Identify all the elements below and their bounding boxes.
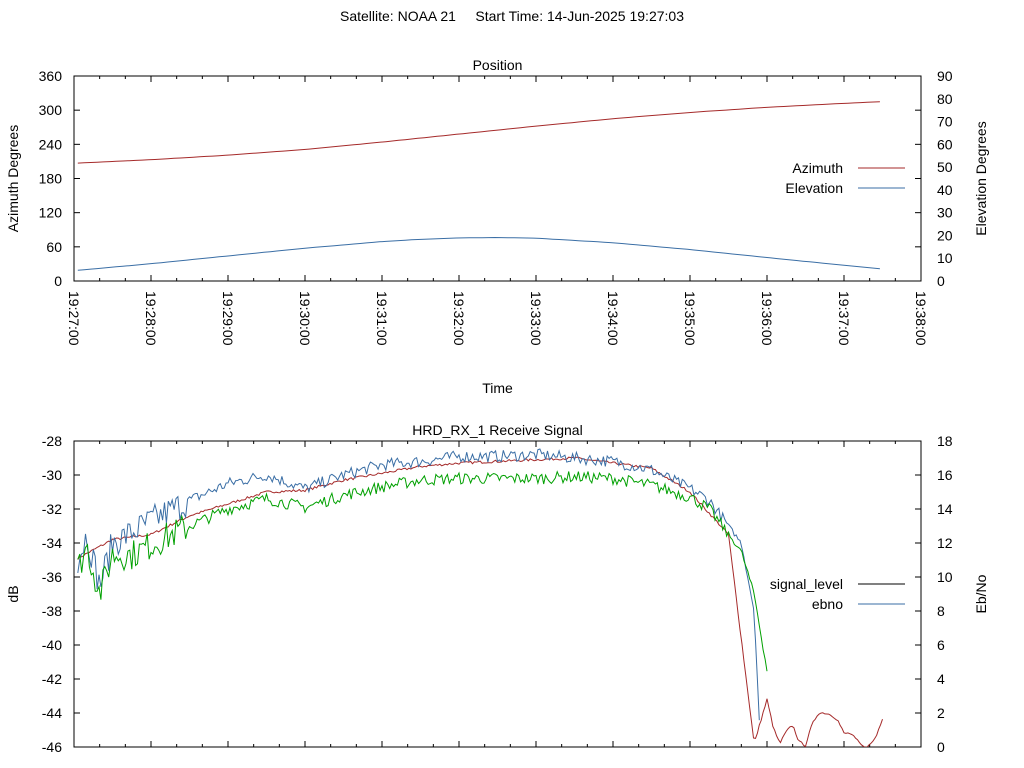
plot-frame	[73, 75, 922, 282]
y-tick-label: 300	[39, 102, 63, 118]
y-tick-label: 60	[46, 239, 62, 255]
y2-tick-label: 70	[937, 114, 953, 130]
x-tick-label: 19:36:00	[759, 291, 775, 346]
x-tick-label: 19:31:00	[374, 291, 390, 346]
x-tick-label: 19:30:00	[297, 291, 313, 346]
y2-tick-label: 0	[937, 739, 945, 755]
x-tick-label: 19:27:00	[66, 291, 82, 346]
y2-tick-label: 10	[937, 569, 953, 585]
start-time-label: Start Time: 14-Jun-2025 19:27:03	[475, 8, 684, 24]
y-tick-label: 360	[39, 68, 63, 84]
y-axis-label: dB	[5, 585, 21, 602]
x-tick-label: 19:38:00	[913, 291, 929, 346]
y2-tick-label: 90	[937, 68, 953, 84]
y2-axis-label: Elevation Degrees	[973, 121, 989, 235]
x-tick-label: 19:29:00	[220, 291, 236, 346]
y2-tick-label: 2	[937, 705, 945, 721]
x-tick-label: 19:28:00	[143, 291, 159, 346]
y-tick-label: -44	[42, 705, 62, 721]
chart-title: HRD_RX_1 Receive Signal	[412, 422, 582, 438]
y-tick-label: 240	[39, 136, 63, 152]
y2-tick-label: 60	[937, 136, 953, 152]
y2-tick-label: 10	[937, 250, 953, 266]
legend-label: Azimuth	[792, 160, 843, 176]
plot-frame	[73, 440, 922, 748]
y2-tick-label: 8	[937, 603, 945, 619]
y2-axis-label: Eb/No	[973, 574, 989, 613]
satellite-label: Satellite: NOAA 21	[340, 8, 456, 24]
chart-title: Position	[473, 57, 523, 73]
y2-tick-label: 6	[937, 637, 945, 653]
x-axis-label: Time	[482, 380, 513, 396]
x-tick-label: 19:33:00	[528, 291, 544, 346]
y2-tick-label: 30	[937, 205, 953, 221]
y-tick-label: 180	[39, 171, 63, 187]
series-signal-level-line	[77, 456, 883, 747]
legend-label: Elevation	[785, 180, 843, 196]
x-tick-label: 19:32:00	[451, 291, 467, 346]
y2-tick-label: 16	[937, 467, 953, 483]
y-tick-label: 120	[39, 205, 63, 221]
y-axis-label: Azimuth Degrees	[5, 125, 21, 232]
y2-tick-label: 0	[937, 273, 945, 289]
y2-tick-label: 12	[937, 535, 953, 551]
y-tick-label: -38	[42, 603, 62, 619]
x-tick-label: 19:34:00	[605, 291, 621, 346]
position-chart: Position 0 60 120 180 240 300 360 0 10 20 30 40 50 60 7…	[5, 57, 989, 396]
legend-label: ebno	[812, 596, 843, 612]
data-traces	[77, 101, 880, 271]
y2-tick-label: 50	[937, 159, 953, 175]
series-elevation-line	[77, 236, 880, 271]
y2-tick-label: 14	[937, 501, 953, 517]
legend-label: signal_level	[770, 576, 843, 592]
y-tick-label: -40	[42, 637, 62, 653]
receive-signal-chart: HRD_RX_1 Receive Signal -46 -44 -42 -40 -38 -3…	[5, 422, 989, 755]
y-tick-label: -30	[42, 467, 62, 483]
y-tick-label: -36	[42, 569, 62, 585]
x-tick-label: 19:35:00	[682, 291, 698, 346]
y2-tick-label: 4	[937, 671, 945, 687]
series-line	[77, 470, 768, 672]
y-tick-label: -28	[42, 433, 62, 449]
y-tick-label: -46	[42, 739, 62, 755]
figure-title: Satellite: NOAA 21 Start Time: 14-Jun-20…	[0, 8, 1024, 24]
y2-tick-label: 40	[937, 182, 953, 198]
y-tick-label: -42	[42, 671, 62, 687]
data-traces	[77, 448, 883, 747]
y-tick-label: -34	[42, 535, 62, 551]
y2-tick-label: 20	[937, 227, 953, 243]
series-azimuth-line	[77, 101, 880, 164]
y-tick-label: 0	[54, 273, 62, 289]
x-tick-label: 19:37:00	[836, 291, 852, 346]
y2-tick-label: 80	[937, 91, 953, 107]
y2-tick-label: 18	[937, 433, 953, 449]
series-ebno-line	[77, 448, 760, 721]
y-tick-label: -32	[42, 501, 62, 517]
